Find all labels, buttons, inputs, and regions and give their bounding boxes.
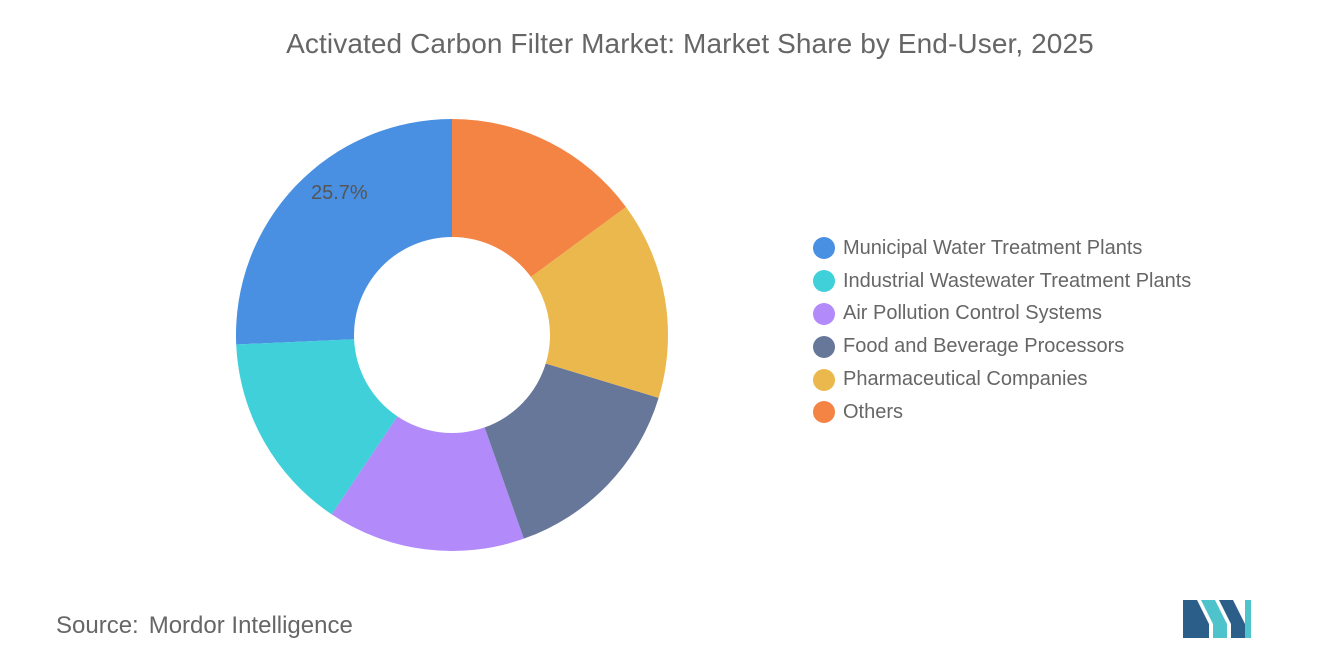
legend-swatch (813, 368, 835, 391)
donut-slices (235, 119, 668, 551)
legend-swatch (813, 237, 835, 260)
mordor-intelligence-logo-icon (1183, 600, 1251, 638)
donut-slice (484, 363, 659, 539)
legend-label: Others (843, 400, 904, 423)
legend-swatch (813, 302, 835, 325)
source-value: Mordor Intelligence (148, 612, 353, 639)
donut-slice (452, 119, 626, 277)
logo-shape-right-edge (1245, 600, 1251, 638)
chart-title: Activated Carbon Filter Market: Market S… (286, 28, 1094, 59)
legend-label: Food and Beverage Processors (843, 335, 1125, 358)
legend-item: Others (813, 396, 1191, 429)
legend-label: Industrial Wastewater Treatment Plants (843, 269, 1192, 292)
legend-label: Pharmaceutical Companies (843, 368, 1088, 391)
donut-slice (236, 339, 398, 515)
legend-label: Municipal Water Treatment Plants (843, 236, 1143, 259)
legend-item: Food and Beverage Processors (813, 330, 1191, 363)
donut-slice (530, 206, 668, 398)
logo-shape-right (1219, 600, 1245, 638)
logo-shape-left (1183, 600, 1209, 638)
legend-swatch (813, 270, 835, 293)
legend-item: Industrial Wastewater Treatment Plants (813, 265, 1191, 298)
legend-swatch (813, 335, 835, 358)
legend-swatch (813, 401, 835, 424)
source-label: Source: (56, 612, 139, 639)
logo-shape-middle (1201, 600, 1227, 638)
donut-slice-label: 25.7% (311, 182, 368, 204)
legend-item: Municipal Water Treatment Plants (813, 232, 1191, 265)
donut-slice (235, 119, 452, 345)
legend-label: Air Pollution Control Systems (843, 302, 1102, 325)
legend-item: Pharmaceutical Companies (813, 363, 1191, 396)
donut-slice (331, 416, 524, 551)
donut-slice-labels: 25.7% (311, 182, 368, 204)
chart-legend: Municipal Water Treatment Plants Industri… (813, 232, 1191, 429)
source-note: Source: Mordor Intelligence (56, 612, 353, 640)
legend-item: Air Pollution Control Systems (813, 298, 1191, 331)
